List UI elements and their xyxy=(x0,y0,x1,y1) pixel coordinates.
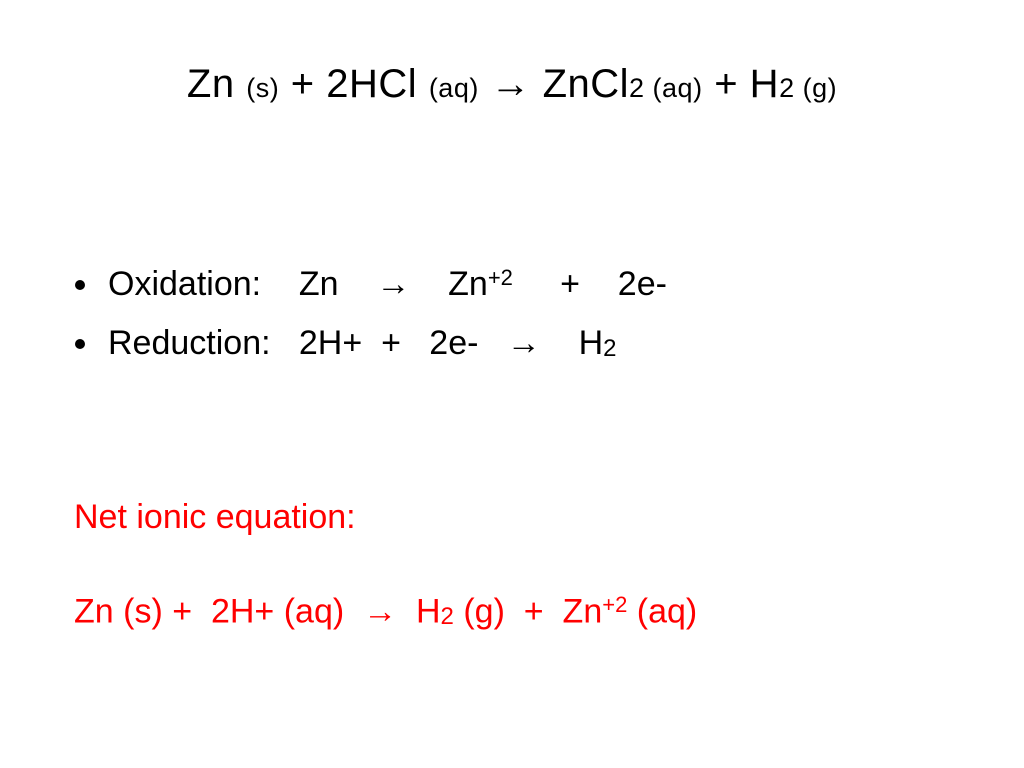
net-ionic-label: Net ionic equation: xyxy=(74,498,356,537)
reactant-zn: Zn xyxy=(187,62,246,106)
state-h2: (g) xyxy=(795,73,838,103)
net-h2-sub: 2 xyxy=(441,603,454,630)
net-zn-sup: +2 xyxy=(602,592,627,617)
sub-zncl2: 2 xyxy=(629,73,645,103)
slide-root: Zn (s) + 2HCl (aq) → ZnCl2 (aq) + H2 (g)… xyxy=(0,0,1024,768)
oxidation-label: Oxidation: xyxy=(108,265,299,303)
half-reactions-list: Oxidation: Zn → Zn+2 + 2e- Reduction: 2H… xyxy=(102,258,922,375)
reduction-label: Reduction: xyxy=(108,324,299,362)
red-sub: 2 xyxy=(603,335,616,362)
list-item-reduction: Reduction: 2H+ + 2e- → H2 xyxy=(102,317,922,370)
net-h2-state: (g) + Zn xyxy=(454,592,602,630)
state-zncl2: (aq) xyxy=(645,73,703,103)
arrow-icon: → xyxy=(376,265,448,303)
state-hcl: (aq) xyxy=(429,73,479,103)
arrow-icon: → xyxy=(479,62,543,106)
ox-prod: Zn xyxy=(448,265,488,303)
state-zn: (s) xyxy=(246,73,279,103)
plus-1: + xyxy=(279,62,326,106)
ox-plus-e: + 2e- xyxy=(513,265,667,303)
red-prod: H xyxy=(579,324,604,362)
ox-sup: +2 xyxy=(488,265,513,290)
net-ionic-equation: Zn (s) + 2H+ (aq) → H2 (g) + Zn+2 (aq) xyxy=(74,590,697,631)
product-h2: H xyxy=(750,62,779,106)
arrow-icon: → xyxy=(507,324,579,362)
net-zn-state: (aq) xyxy=(627,592,697,630)
ox-left: Zn xyxy=(299,265,376,303)
sub-h2: 2 xyxy=(779,73,795,103)
plus-2: + xyxy=(703,62,750,106)
arrow-icon: → xyxy=(363,592,397,630)
net-left: Zn (s) + 2H+ (aq) xyxy=(74,592,363,630)
net-mid: H xyxy=(397,592,440,630)
product-zncl: ZnCl xyxy=(543,62,629,106)
reactant-hcl: 2HCl xyxy=(326,62,429,106)
red-left: 2H+ + 2e- xyxy=(299,324,507,362)
list-item-oxidation: Oxidation: Zn → Zn+2 + 2e- xyxy=(102,258,922,311)
title-equation: Zn (s) + 2HCl (aq) → ZnCl2 (aq) + H2 (g) xyxy=(0,62,1024,107)
